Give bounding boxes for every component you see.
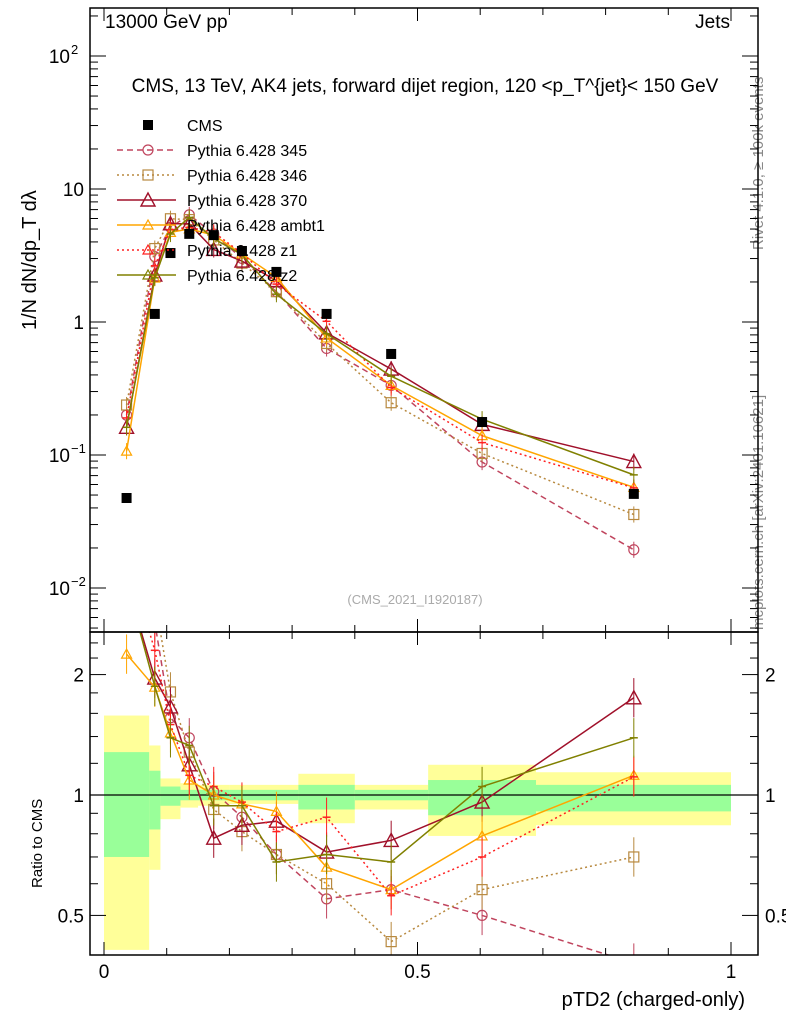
series-marker [476, 884, 488, 896]
ratio-tick-label-right: 0.5 [765, 906, 786, 927]
series-marker [385, 936, 397, 948]
series-marker [150, 617, 160, 627]
series-marker [629, 958, 639, 968]
header-right: Jets [695, 12, 730, 33]
series-marker [120, 647, 133, 659]
legend-marker [143, 120, 153, 130]
y-axis-label: 1/N dN/dp_T dλ [19, 190, 41, 330]
series-line-ratio [159, 632, 634, 943]
series-marker [120, 444, 133, 456]
ratio-tick-label-right: 1 [765, 786, 776, 807]
series-marker [628, 508, 640, 521]
series-marker [385, 397, 397, 409]
main-panel [118, 206, 642, 558]
data-point [477, 417, 488, 428]
series-marker [320, 331, 333, 343]
legend-label: Pythia 6.428 346 [187, 168, 307, 185]
series-marker [473, 793, 491, 809]
y-tick-label: 10 [63, 180, 84, 201]
series-marker [122, 510, 132, 520]
uncertainty-band-inner [104, 752, 150, 857]
series-line-main [125, 213, 635, 551]
series-marker [476, 909, 488, 922]
data-point [321, 308, 332, 319]
ratio-y-label: Ratio to CMS [29, 799, 46, 888]
series-marker [205, 240, 222, 257]
plot-title: CMS, 13 TeV, AK4 jets, forward dijet reg… [132, 76, 719, 97]
series-line-ratio [148, 632, 635, 897]
legend-label: Pythia 6.428 370 [187, 193, 307, 210]
legend-label: Pythia 6.428 345 [187, 143, 307, 160]
uncertainty-band-inner [149, 770, 161, 830]
data-point [271, 266, 282, 277]
series-marker [625, 689, 642, 705]
data-point [236, 245, 247, 256]
series-marker [628, 851, 640, 863]
data-point [184, 228, 195, 239]
ratio-tick-label-left: 1 [73, 786, 84, 807]
y-tick-label: 10 [49, 579, 70, 600]
y-tick-exponent: −2 [71, 574, 86, 589]
x-axis-label: pTD2 (charged-only) [562, 989, 745, 1011]
ratio-tick-label-right: 2 [765, 666, 776, 687]
data-point [208, 230, 219, 241]
data-point [165, 248, 176, 259]
legend-marker [141, 243, 155, 255]
series-marker [205, 829, 222, 845]
legend-marker [142, 144, 154, 156]
x-tick-label: 0.5 [404, 962, 430, 983]
series-line-ratio [126, 653, 635, 891]
legend-label: Pythia 6.428 ambt1 [187, 218, 325, 235]
series-marker [122, 541, 132, 551]
series-line-main [125, 217, 635, 516]
x-tick-label: 1 [726, 962, 737, 983]
legend-label: Pythia 6.428 z1 [187, 243, 297, 260]
main-frame [89, 7, 759, 633]
series-line-main [125, 226, 635, 489]
ratio-tick-label-left: 0.5 [58, 906, 84, 927]
legend-marker [141, 268, 155, 280]
header-left: 13000 GeV pp [105, 12, 228, 33]
series-marker [233, 252, 251, 268]
analysis-label: (CMS_2021_I1920187) [347, 592, 482, 607]
data-point [628, 488, 639, 499]
series-marker [628, 544, 640, 556]
y-tick-exponent: −1 [71, 441, 86, 456]
y-tick-label: 10 [49, 446, 70, 467]
data-point [121, 492, 132, 503]
ratio-frame [89, 631, 759, 956]
series-marker [150, 593, 160, 603]
y-tick-label: 10 [49, 47, 70, 68]
data-point [149, 308, 160, 319]
uncertainty-band-inner [160, 786, 181, 806]
series-marker [120, 575, 134, 588]
legend-marker [139, 191, 157, 207]
data-point [386, 348, 397, 359]
series-marker [233, 816, 251, 832]
legend-label: CMS [187, 118, 223, 135]
x-tick-label: 0 [99, 962, 110, 983]
legend-label: Pythia 6.428 z2 [187, 268, 297, 285]
y-tick-exponent: 2 [71, 42, 78, 57]
y-tick-label: 1 [73, 313, 84, 334]
series-line-ratio [155, 632, 611, 955]
legend-marker [142, 169, 154, 181]
ratio-panel [90, 510, 758, 968]
ratio-tick-label-left: 2 [73, 666, 84, 687]
legend-marker [141, 218, 155, 230]
